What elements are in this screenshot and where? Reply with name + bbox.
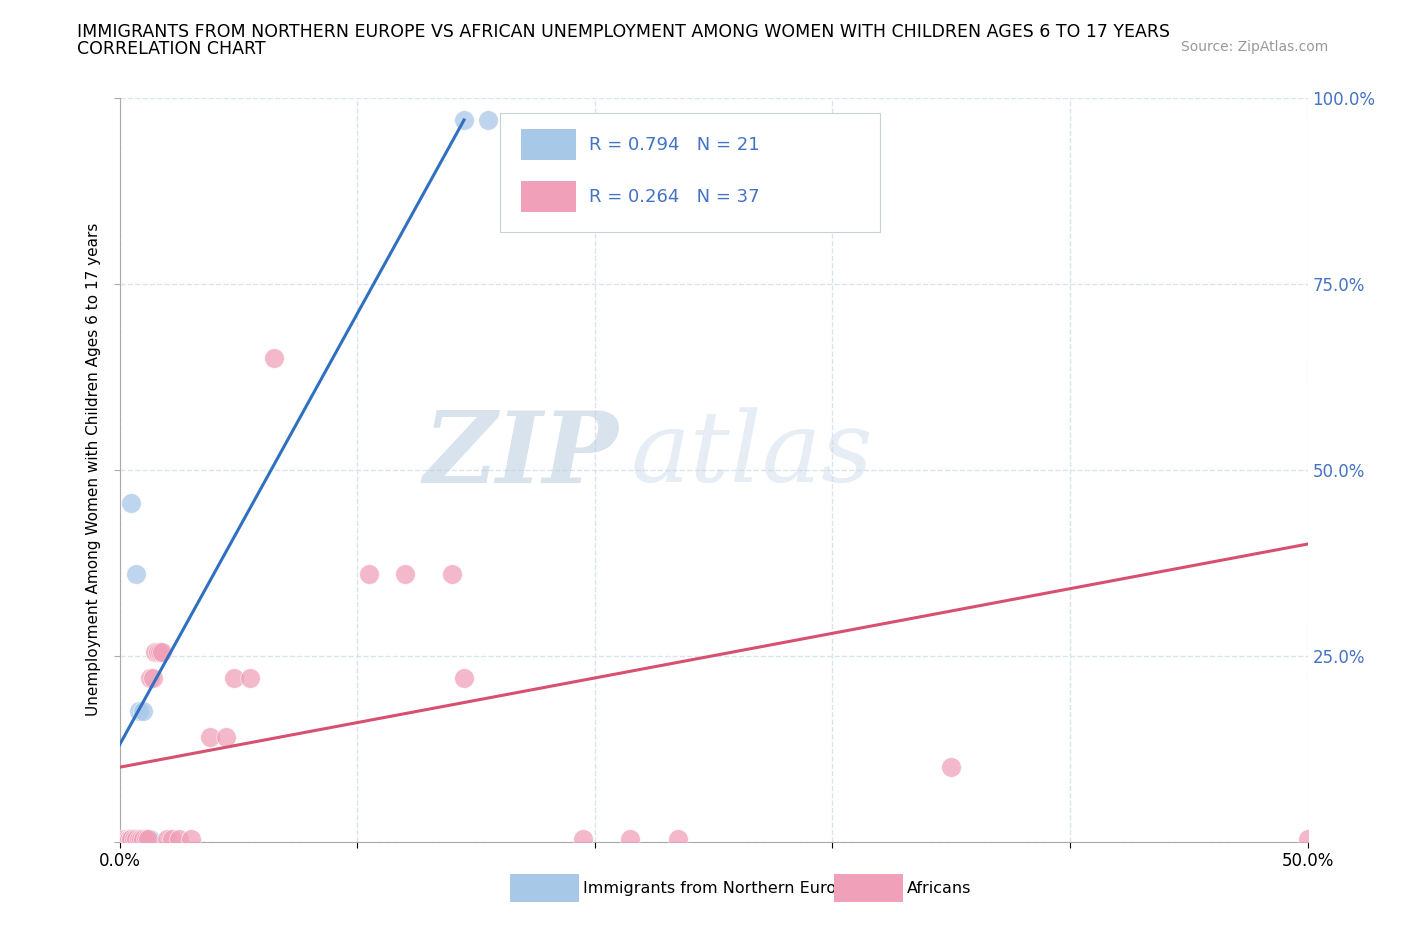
Point [132, 704, 155, 719]
Point [666, 832, 689, 847]
Point [150, 644, 173, 659]
Point [128, 704, 150, 719]
Point [122, 832, 145, 847]
Point [129, 832, 152, 847]
Text: R = 0.264   N = 37: R = 0.264 N = 37 [589, 188, 759, 206]
Point [118, 832, 141, 847]
Point [135, 832, 157, 847]
Point [142, 671, 165, 685]
Point [118, 832, 141, 847]
Point [394, 566, 416, 581]
Point [143, 644, 166, 659]
Point [120, 832, 142, 847]
Point [215, 864, 238, 879]
Point [139, 671, 162, 685]
Point [149, 644, 172, 659]
FancyBboxPatch shape [499, 113, 880, 232]
Text: Source: ZipAtlas.com: Source: ZipAtlas.com [1181, 40, 1329, 54]
Point [215, 730, 238, 745]
Text: R = 0.794   N = 21: R = 0.794 N = 21 [589, 136, 759, 153]
Point [120, 832, 142, 847]
Point [112, 832, 135, 847]
Point [128, 832, 150, 847]
Point [263, 351, 285, 365]
Point [118, 831, 141, 846]
Point [441, 566, 464, 581]
Point [115, 832, 138, 847]
Point [180, 832, 202, 847]
Point [453, 671, 475, 685]
Text: Africans: Africans [907, 881, 972, 896]
Point [112, 832, 135, 847]
Point [453, 113, 475, 127]
Point [129, 832, 152, 847]
Text: atlas: atlas [630, 407, 873, 502]
Point [120, 496, 142, 511]
Point [132, 832, 155, 847]
Point [156, 832, 179, 847]
Point [160, 832, 183, 847]
Point [120, 832, 142, 847]
Point [120, 832, 142, 847]
FancyBboxPatch shape [522, 129, 575, 160]
Point [125, 832, 148, 847]
Point [135, 832, 157, 847]
Point [198, 730, 221, 745]
Point [619, 832, 641, 847]
Text: IMMIGRANTS FROM NORTHERN EUROPE VS AFRICAN UNEMPLOYMENT AMONG WOMEN WITH CHILDRE: IMMIGRANTS FROM NORTHERN EUROPE VS AFRIC… [77, 23, 1170, 41]
Y-axis label: Unemployment Among Women with Children Ages 6 to 17 years: Unemployment Among Women with Children A… [86, 223, 101, 716]
Text: CORRELATION CHART: CORRELATION CHART [77, 40, 266, 58]
Point [239, 671, 262, 685]
Point [136, 832, 159, 847]
Text: Immigrants from Northern Europe: Immigrants from Northern Europe [583, 881, 856, 896]
Point [146, 644, 169, 659]
Point [139, 832, 162, 847]
Text: ZIP: ZIP [423, 406, 619, 503]
Point [222, 671, 245, 685]
Point [125, 832, 148, 847]
Point [477, 113, 499, 127]
Point [167, 832, 190, 847]
Point [572, 832, 595, 847]
Point [125, 566, 148, 581]
Point [118, 831, 141, 846]
Point [128, 832, 150, 847]
Point [136, 832, 159, 847]
Point [250, 864, 273, 879]
Point [357, 566, 380, 581]
Point [122, 832, 145, 847]
Point [939, 760, 962, 775]
Point [115, 832, 138, 847]
Point [1296, 832, 1319, 847]
Point [132, 832, 155, 847]
FancyBboxPatch shape [522, 181, 575, 212]
